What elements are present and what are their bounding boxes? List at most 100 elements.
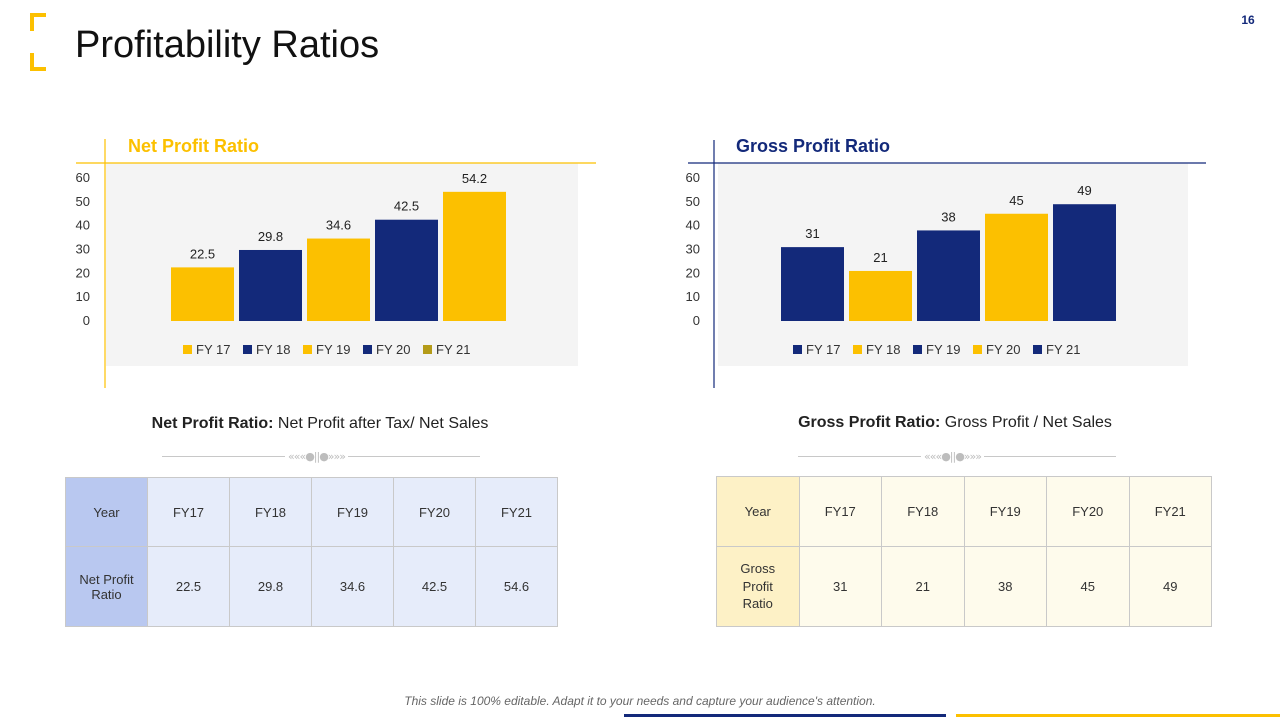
bar-fy-18 [849,270,912,321]
table-value-cell: 54.6 [475,546,558,627]
y-tick-label: 30 [76,242,90,257]
table-value-cell: 42.5 [393,546,476,627]
legend-swatch [183,345,192,354]
table-row: Year FY17 FY18 FY19 FY20 FY21 [65,477,558,547]
data-label: 42.5 [394,199,419,214]
legend-label: FY 18 [256,342,290,357]
table-row: Gross Profit Ratio 31 21 38 45 49 [716,546,1212,627]
net-profit-chart-title: Net Profit Ratio [128,136,260,156]
data-label: 31 [805,226,819,241]
table-row: Year FY17 FY18 FY19 FY20 FY21 [716,476,1212,547]
table-row-label: Gross Profit Ratio [716,546,800,627]
legend-swatch [793,345,802,354]
table-year-cell: FY21 [475,477,558,547]
divider-ornament: «««●||●»»» [285,450,348,463]
net-profit-formula-text: Net Profit after Tax/ Net Sales [273,415,489,432]
bar-fy-21 [1053,204,1116,321]
table-value-cell: 22.5 [147,546,230,627]
gross-profit-chart-title: Gross Profit Ratio [736,136,891,156]
y-tick-label: 10 [686,289,700,304]
gross-profit-table: Year FY17 FY18 FY19 FY20 FY21 Gross Prof… [716,476,1212,627]
data-label: 22.5 [190,246,215,261]
table-row-label: Net Profit Ratio [65,546,148,627]
data-label: 34.6 [326,218,351,233]
data-label: 29.8 [258,229,283,244]
y-tick-label: 0 [83,313,90,328]
table-year-cell: FY21 [1128,476,1212,547]
legend-swatch [363,345,372,354]
legend-swatch [423,345,432,354]
legend-label: FY 20 [986,342,1020,357]
gross-profit-formula: Gross Profit Ratio: Gross Profit / Net S… [745,414,1165,432]
table-row: Net Profit Ratio 22.5 29.8 34.6 42.5 54.… [65,546,558,627]
y-tick-label: 50 [76,194,90,209]
net-profit-formula: Net Profit Ratio: Net Profit after Tax/ … [110,415,530,433]
legend-label: FY 17 [806,342,840,357]
table-header-cell: Year [716,476,800,547]
bar-fy-19 [307,238,370,321]
y-tick-label: 40 [76,218,90,233]
net-profit-formula-label: Net Profit Ratio: [151,415,274,432]
table-value-cell: 34.6 [311,546,394,627]
legend-swatch [913,345,922,354]
gross-profit-chart: Gross Profit Ratio 0 10 20 30 40 50 60 31 21 38 45… [670,132,1210,392]
y-tick-label: 20 [76,265,90,280]
table-value-cell: 31 [798,546,882,627]
bar-fy-17 [781,247,844,321]
page-number: 16 [1241,13,1255,27]
data-label: 54.2 [462,171,487,186]
bar-fy-20 [375,219,438,321]
table-value-cell: 45 [1046,546,1130,627]
y-tick-label: 0 [693,313,700,328]
gross-profit-formula-label: Gross Profit Ratio: [798,414,941,431]
legend-label: FY 19 [316,342,350,357]
y-tick-label: 50 [686,194,700,209]
legend-label: FY 18 [866,342,900,357]
y-tick-label: 40 [686,218,700,233]
legend-swatch [853,345,862,354]
table-year-cell: FY20 [393,477,476,547]
legend-label: FY 17 [196,342,230,357]
table-year-cell: FY17 [798,476,882,547]
bar-fy-18 [239,249,302,321]
table-value-cell: 38 [963,546,1047,627]
table-year-cell: FY20 [1046,476,1130,547]
net-profit-chart-svg: 0 10 20 30 40 50 60 22.5 29.8 34.6 42.5 54.2 FY 17 FY… [76,139,596,388]
legend-swatch [1033,345,1042,354]
legend-label: FY 20 [376,342,410,357]
corner-bracket-decoration [30,13,46,71]
net-profit-chart: Net Profit Ratio 0 10 20 30 40 50 60 22.5 29.8 34… [60,132,600,392]
bar-fy-21 [443,191,506,321]
table-value-cell: 29.8 [229,546,312,627]
legend-label: FY 21 [1046,342,1080,357]
gross-profit-formula-text: Gross Profit / Net Sales [940,414,1112,431]
table-year-cell: FY18 [229,477,312,547]
footer-bar-navy [624,714,946,717]
table-year-cell: FY19 [963,476,1047,547]
page-title: Profitability Ratios [75,24,380,66]
table-value-cell: 49 [1128,546,1212,627]
table-year-cell: FY18 [881,476,965,547]
y-tick-label: 60 [76,170,90,185]
legend-swatch [973,345,982,354]
footer-bar-yellow [956,714,1280,717]
data-label: 38 [941,209,955,224]
table-year-cell: FY17 [147,477,230,547]
table-header-cell: Year [65,477,148,547]
legend-swatch [243,345,252,354]
y-tick-label: 30 [686,242,700,257]
bar-fy-17 [171,267,234,321]
table-value-cell: 21 [881,546,965,627]
divider-ornament: «««●||●»»» [921,450,984,463]
legend-swatch [303,345,312,354]
gross-profit-chart-svg: 0 10 20 30 40 50 60 31 21 38 45 49 FY 17 FY 18 FY 19 FY… [686,140,1206,388]
y-tick-label: 10 [76,289,90,304]
footer-note: This slide is 100% editable. Adapt it to… [404,694,876,708]
data-label: 49 [1077,183,1091,198]
gross-profit-divider: «««●||●»»» [798,450,1116,464]
bar-fy-20 [985,213,1048,321]
data-label: 21 [873,250,887,265]
y-tick-label: 60 [686,170,700,185]
legend-label: FY 19 [926,342,960,357]
data-label: 45 [1009,193,1023,208]
